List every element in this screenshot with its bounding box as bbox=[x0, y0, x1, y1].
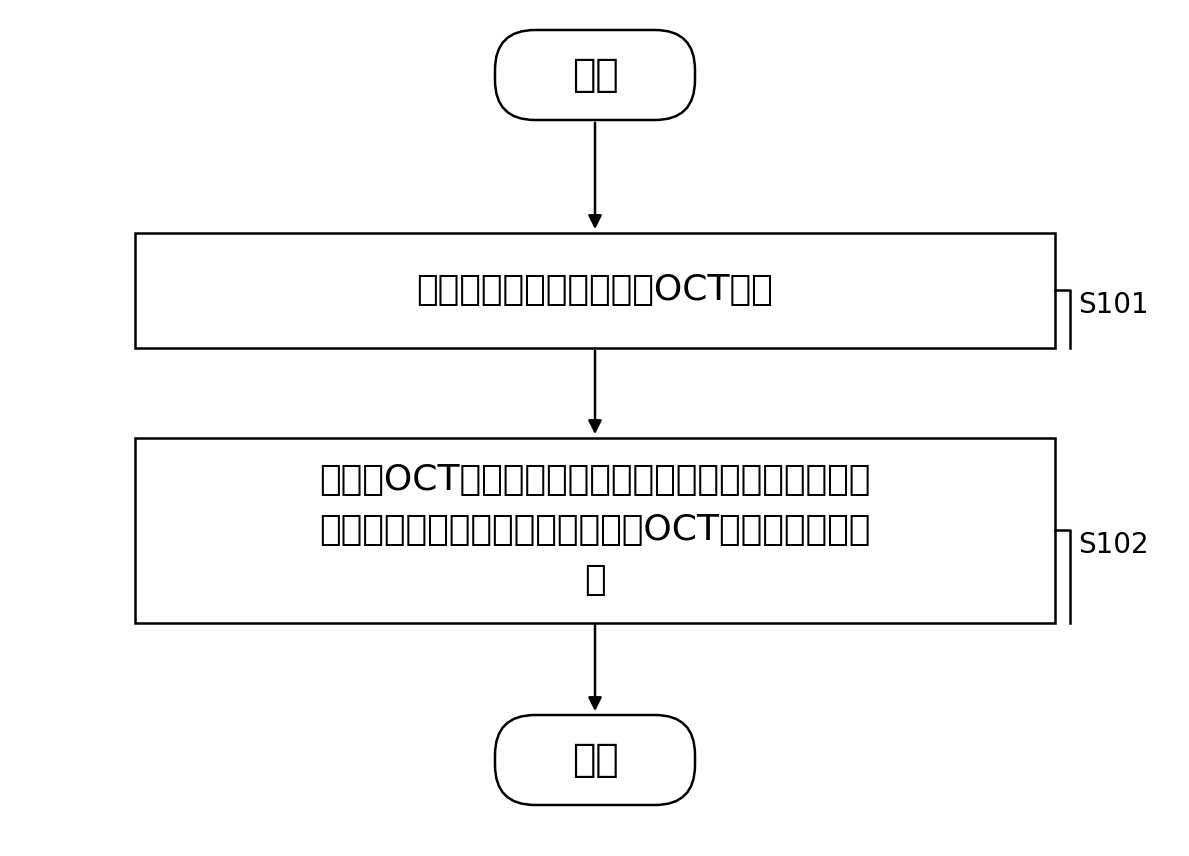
Text: 将所述OCT图像输入到训练好的深度神经网络分割模型
中，得到所述黄斑水肿患者眼底的OCT图像上的病灶区
域: 将所述OCT图像输入到训练好的深度神经网络分割模型 中，得到所述黄斑水肿患者眼底… bbox=[320, 463, 870, 597]
Text: 开始: 开始 bbox=[572, 56, 618, 94]
Bar bbox=[136, 233, 1055, 348]
Text: 获取黄斑水肿患者眼底的OCT图像: 获取黄斑水肿患者眼底的OCT图像 bbox=[416, 273, 773, 307]
FancyBboxPatch shape bbox=[495, 715, 696, 805]
Text: 结束: 结束 bbox=[572, 741, 618, 779]
Text: S101: S101 bbox=[1078, 291, 1149, 319]
FancyBboxPatch shape bbox=[495, 30, 696, 120]
Text: S102: S102 bbox=[1078, 531, 1149, 559]
Bar bbox=[136, 437, 1055, 622]
